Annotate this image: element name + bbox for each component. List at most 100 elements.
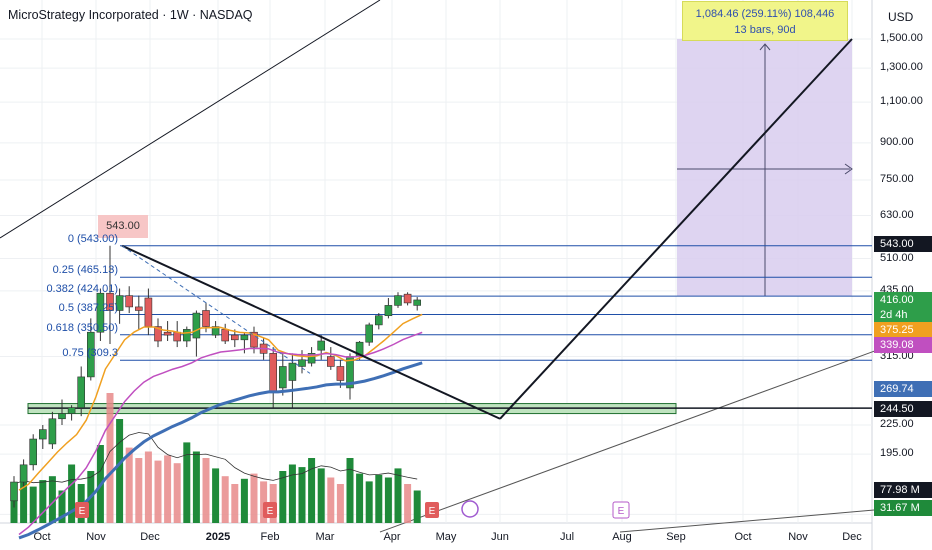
- x-tick-label-2: Dec: [140, 531, 160, 543]
- volume-bar-14: [144, 451, 152, 523]
- volume-bar-38: [375, 474, 383, 523]
- candle-body-41: [403, 293, 412, 304]
- earnings-marker-letter-0: E: [79, 506, 86, 517]
- earnings-marker-2: [425, 502, 439, 518]
- volume-bar-11: [116, 419, 124, 523]
- fib-label-0: 0 (543.00): [67, 232, 118, 245]
- candle-body-9: [96, 292, 105, 333]
- volume-bar-23: [231, 484, 239, 523]
- volume-bar-12: [125, 447, 133, 523]
- volume-bar-31: [308, 458, 316, 523]
- candle-body-17: [173, 331, 181, 342]
- volume-bar-35: [346, 458, 354, 523]
- price-tag-5: 269.74: [874, 381, 932, 397]
- fib-label-1: 0.25 (465.13): [52, 264, 118, 277]
- ema-slow-line: [18, 361, 423, 540]
- measure-arrow-up: [759, 43, 771, 51]
- x-tick-label-3: 2025: [205, 531, 231, 543]
- x-tick-label-1: Nov: [86, 531, 106, 543]
- high-price-label: 543.00: [98, 215, 148, 238]
- y-tick-label-3: 900.00: [880, 135, 914, 148]
- candle-body-15: [154, 326, 162, 342]
- x-tick-label-5: Mar: [315, 531, 335, 543]
- y-tick-label-4: 750.00: [880, 173, 914, 186]
- candle-body-16: [163, 331, 172, 336]
- candle-body-14: [144, 297, 153, 327]
- volume-ma-line: [13, 432, 418, 485]
- volume-bar-21: [212, 468, 220, 523]
- volume-bar-3: [39, 480, 47, 523]
- projection-path: [499, 38, 853, 420]
- volume-bar-32: [317, 468, 325, 523]
- ema-mid-line: [18, 331, 423, 536]
- x-tick-label-9: Jul: [559, 531, 575, 543]
- currency-label: USD: [888, 10, 914, 24]
- earnings-marker-future: [612, 501, 630, 519]
- price-tag-4: 339.08: [874, 337, 932, 353]
- candle-body-24: [240, 334, 249, 341]
- volume-bar-18: [183, 442, 191, 523]
- volume-bar-10: [106, 393, 114, 523]
- x-tick-label-11: Sep: [666, 531, 686, 543]
- y-tick-label-0: 1,500.00: [880, 32, 923, 44]
- volume-bar-2: [29, 486, 37, 523]
- x-tick-label-10: Aug: [612, 531, 632, 543]
- price-tag-6: 244.50: [874, 401, 932, 417]
- y-tick-label-1: 1,300.00: [880, 61, 923, 74]
- volume-bar-22: [221, 476, 229, 523]
- x-tick-label-0: Oct: [33, 531, 51, 543]
- candle-body-11: [115, 295, 124, 311]
- volume-bar-20: [202, 458, 210, 523]
- fib-label-3: 0.5 (387.25): [58, 301, 118, 314]
- ema-fast-line: [18, 313, 423, 491]
- price-tag-0: 543.00: [874, 236, 932, 252]
- candle-body-12: [125, 295, 133, 308]
- x-tick-label-8: Jun: [491, 531, 509, 543]
- candle-body-22: [221, 329, 229, 342]
- volume-bar-13: [135, 458, 143, 523]
- x-tick-label-13: Nov: [788, 531, 808, 543]
- volume-bar-24: [240, 478, 248, 523]
- earnings-marker-1: [263, 502, 277, 518]
- candle-body-34: [336, 366, 345, 381]
- y-tick-label-5: 630.00: [880, 208, 914, 221]
- candle-body-30: [298, 359, 306, 367]
- volume-bar-37: [365, 481, 373, 523]
- volume-bar-26: [260, 481, 268, 523]
- candle-body-2: [29, 438, 38, 466]
- volume-bar-5: [58, 490, 66, 523]
- event-icon: [461, 500, 479, 518]
- candle-body-0: [10, 481, 18, 502]
- volume-bar-36: [356, 473, 364, 523]
- fib-label-2: 0.382 (424.01): [46, 283, 118, 296]
- volume-bar-16: [164, 455, 172, 523]
- fib-label-4: 0.618 (350.50): [46, 321, 118, 334]
- volume-bar-39: [384, 477, 392, 523]
- candle-body-29: [288, 362, 297, 381]
- descending-trendline: [121, 244, 501, 420]
- volume-bar-15: [154, 460, 162, 523]
- y-tick-label-6: 510.00: [880, 251, 914, 264]
- x-tick-label-14: Dec: [842, 531, 862, 543]
- volume-bar-25: [250, 473, 258, 523]
- fib-diagonal: [121, 245, 311, 374]
- candle-body-18: [183, 329, 191, 342]
- volume-bar-19: [192, 451, 200, 523]
- fib-label-5: 0.75 (309.3: [62, 347, 118, 360]
- x-tick-label-12: Oct: [734, 531, 752, 543]
- measure-tool-label[interactable]: 1,084.46 (259.11%) 108,446 13 bars, 90d: [682, 1, 848, 41]
- volume-bar-40: [394, 468, 402, 523]
- volume-bar-17: [173, 463, 181, 523]
- candle-body-27: [269, 353, 278, 393]
- candle-body-21: [211, 326, 220, 336]
- lower-trendline: [379, 329, 932, 533]
- candle-body-28: [278, 366, 287, 389]
- price-tag-1: 416.00: [874, 292, 932, 308]
- price-tag-8: 31.67 M: [874, 500, 932, 516]
- y-tick-label-2: 1,100.00: [880, 95, 923, 108]
- volume-bar-33: [327, 477, 335, 523]
- volume-bar-29: [288, 464, 296, 523]
- y-tick-label-10: 195.00: [880, 447, 914, 460]
- volume-bar-1: [20, 477, 28, 523]
